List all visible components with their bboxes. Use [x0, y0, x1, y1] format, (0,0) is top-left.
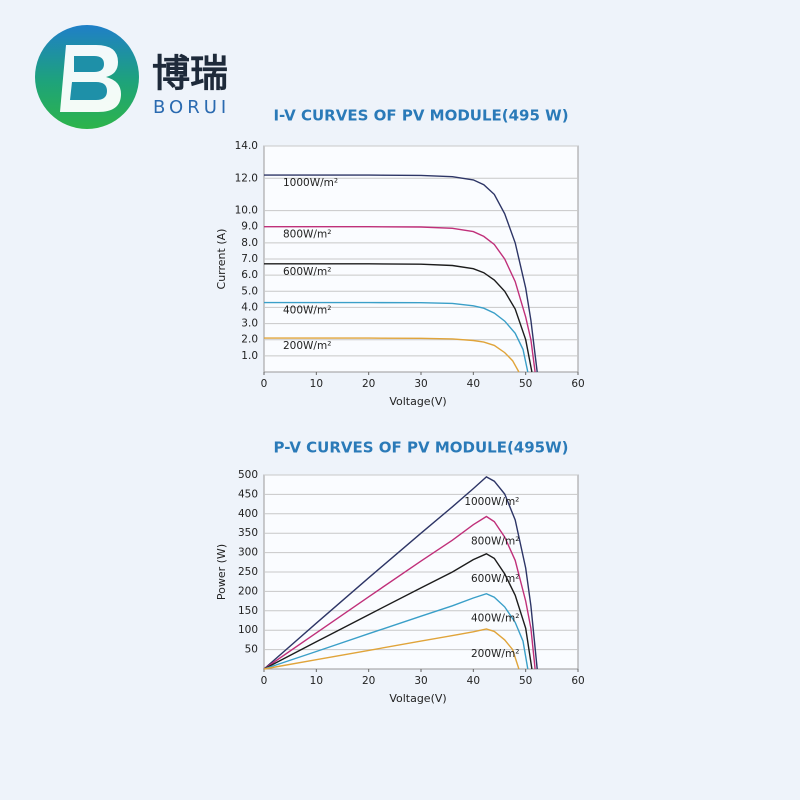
- series-label: 600W/m²: [283, 266, 331, 278]
- x-axis-title: Voltage(V): [389, 692, 446, 705]
- x-tick-label: 60: [571, 378, 584, 390]
- y-tick-label: 500: [238, 469, 258, 481]
- logo: 博瑞 BORUI: [35, 25, 230, 129]
- series-line: [264, 337, 520, 373]
- x-tick-label: 30: [414, 675, 427, 687]
- y-tick-label: 350: [238, 527, 258, 539]
- series-line: [263, 553, 533, 670]
- chart-title: P-V CURVES OF PV MODULE(495W): [273, 439, 568, 457]
- x-tick-label: 10: [310, 378, 323, 390]
- y-tick-label: 2.0: [241, 334, 258, 346]
- y-tick-label: 450: [238, 488, 258, 500]
- x-tick-label: 40: [467, 675, 480, 687]
- x-tick-label: 50: [519, 675, 532, 687]
- y-tick-label: 400: [238, 508, 258, 520]
- y-axis-title: Power (W): [215, 544, 228, 600]
- series-label: 200W/m²: [283, 340, 331, 352]
- y-tick-label: 8.0: [241, 237, 258, 249]
- series-label: 800W/m²: [471, 536, 519, 548]
- y-tick-label: 50: [245, 644, 258, 656]
- series-label: 1000W/m²: [464, 496, 519, 508]
- logo-name: 博瑞: [152, 52, 228, 96]
- series-line: [264, 174, 538, 373]
- series-label: 600W/m²: [471, 573, 519, 585]
- y-tick-label: 14.0: [235, 140, 258, 152]
- y-tick-label: 12.0: [235, 172, 258, 184]
- y-axis-title: Current (A): [215, 229, 228, 290]
- series-line: [263, 476, 538, 670]
- y-tick-label: 6.0: [241, 269, 258, 281]
- series-line: [264, 226, 536, 373]
- y-tick-label: 1.0: [241, 350, 258, 362]
- y-tick-label: 150: [238, 605, 258, 617]
- y-tick-label: 7.0: [241, 253, 258, 265]
- chart-title: I-V CURVES OF PV MODULE(495 W): [273, 107, 568, 125]
- y-tick-label: 3.0: [241, 318, 258, 330]
- y-tick-label: 250: [238, 566, 258, 578]
- y-tick-label: 10.0: [235, 205, 258, 217]
- series-line: [263, 628, 520, 670]
- x-tick-label: 20: [362, 675, 375, 687]
- series-line: [264, 263, 533, 373]
- x-tick-label: 10: [310, 675, 323, 687]
- logo-letter-inner: [70, 56, 107, 100]
- x-tick-label: 0: [261, 675, 268, 687]
- x-tick-label: 0: [261, 378, 268, 390]
- series-line: [263, 592, 529, 670]
- x-tick-label: 50: [519, 378, 532, 390]
- series-label: 200W/m²: [471, 648, 519, 660]
- y-tick-label: 5.0: [241, 285, 258, 297]
- series-label: 800W/m²: [283, 229, 331, 241]
- y-tick-label: 200: [238, 585, 258, 597]
- series-label: 400W/m²: [283, 305, 331, 317]
- x-tick-label: 40: [467, 378, 480, 390]
- series-label: 400W/m²: [471, 613, 519, 625]
- logo-latin: BORUI: [153, 97, 230, 118]
- y-tick-label: 4.0: [241, 301, 258, 313]
- x-axis-title: Voltage(V): [389, 395, 446, 408]
- x-tick-label: 60: [571, 675, 584, 687]
- series-line: [263, 515, 536, 670]
- y-tick-label: 100: [238, 624, 258, 636]
- y-tick-label: 300: [238, 547, 258, 559]
- series-label: 1000W/m²: [283, 177, 338, 189]
- x-tick-label: 30: [414, 378, 427, 390]
- series-line: [264, 301, 529, 373]
- y-tick-label: 9.0: [241, 221, 258, 233]
- x-tick-label: 20: [362, 378, 375, 390]
